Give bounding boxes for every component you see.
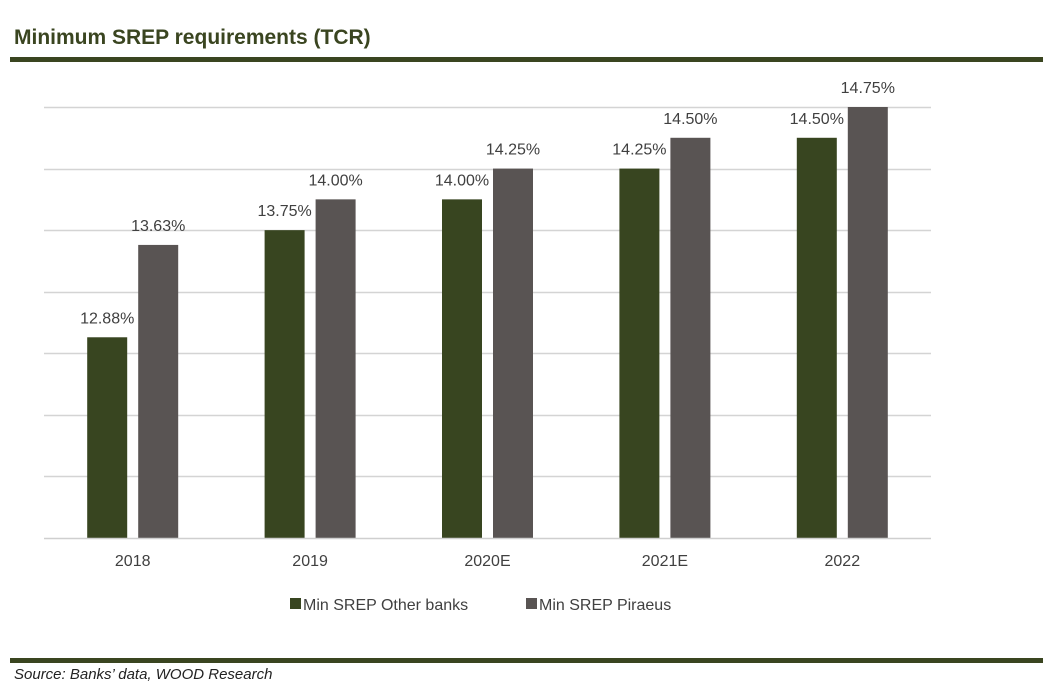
bar-piraeus — [493, 168, 533, 539]
data-label: 12.88% — [80, 310, 134, 327]
bar-chart: 12.88% 13.63% 13.75% 14.00% 14.00% 14.25% 14.2… — [44, 80, 931, 614]
bars — [87, 107, 888, 539]
legend-label-other-banks: Min SREP Other banks — [303, 597, 468, 614]
bar-piraeus — [847, 107, 888, 538]
bar-piraeus — [138, 244, 179, 539]
data-label: 14.25% — [486, 142, 540, 159]
legend-swatch-piraeus — [526, 598, 537, 609]
legend: Min SREP Other banks Min SREP Piraeus — [290, 597, 671, 614]
bar-other-banks — [796, 137, 837, 539]
x-tick-label: 2021E — [642, 553, 688, 570]
x-tick-label: 2022 — [825, 553, 861, 570]
gridlines — [44, 106, 931, 478]
data-label: 14.25% — [612, 142, 666, 159]
title-divider — [10, 57, 1043, 62]
data-labels: 12.88% 13.63% 13.75% 14.00% 14.00% 14.25% 14.2… — [80, 80, 895, 327]
x-tick-label: 2018 — [115, 553, 151, 570]
legend-swatch-other-banks — [290, 598, 301, 609]
x-tick-label: 2020E — [464, 553, 510, 570]
bar-other-banks — [619, 168, 660, 539]
x-axis: 2018 2019 2020E 2021E 2022 — [44, 537, 931, 570]
data-label: 14.00% — [435, 172, 489, 189]
data-label: 14.75% — [841, 80, 895, 97]
data-label: 14.00% — [308, 172, 362, 189]
chart-title: Minimum SREP requirements (TCR) — [14, 26, 371, 49]
legend-label-piraeus: Min SREP Piraeus — [539, 597, 671, 614]
data-label: 13.63% — [131, 218, 185, 235]
source-note: Source: Banks’ data, WOOD Research — [14, 666, 273, 683]
data-label: 13.75% — [257, 203, 311, 220]
data-label: 14.50% — [663, 111, 717, 128]
bar-piraeus — [315, 199, 356, 538]
footer-divider — [10, 658, 1043, 663]
bar-other-banks — [442, 199, 482, 538]
x-tick-label: 2019 — [292, 553, 328, 570]
bar-piraeus — [670, 137, 711, 539]
bar-other-banks — [264, 230, 305, 538]
data-label: 14.50% — [790, 111, 844, 128]
bar-other-banks — [87, 337, 128, 538]
